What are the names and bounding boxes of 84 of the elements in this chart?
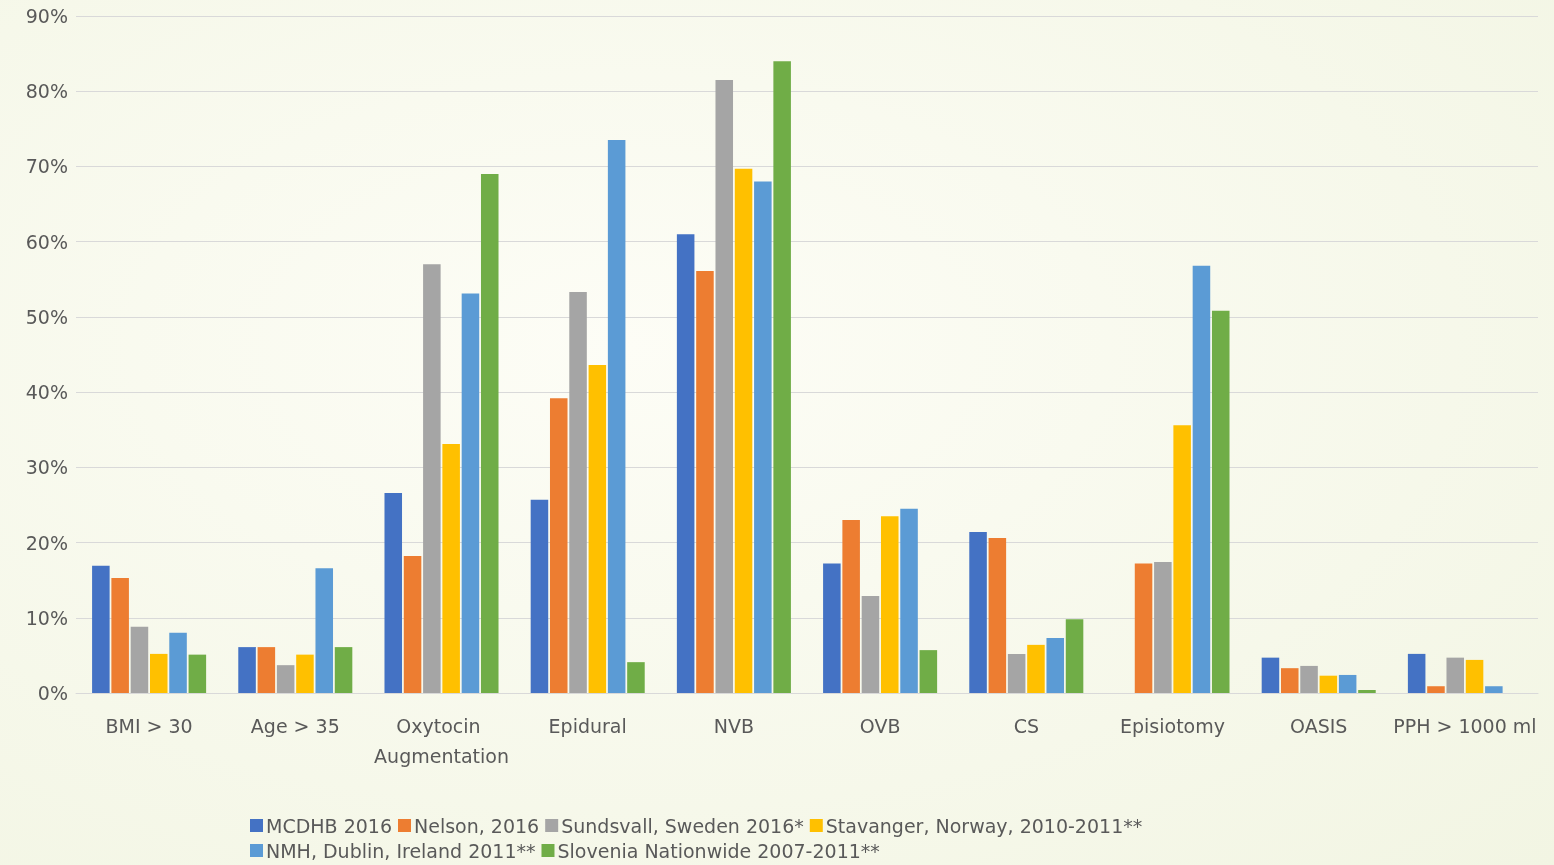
y-tick-label: 30% (25, 456, 68, 479)
bar (754, 181, 772, 693)
bar (461, 293, 480, 693)
bar (1007, 653, 1026, 693)
legend-label: Stavanger, Norway, 2010-2011** (825, 814, 1143, 837)
bar (773, 61, 791, 693)
x-tick-label: Episiotomy (1120, 715, 1225, 737)
bar (1338, 674, 1357, 693)
bar (919, 650, 938, 693)
legend-label: Sundsvall, Sweden 2016* (561, 814, 804, 837)
x-tick-label: CS (1013, 715, 1039, 737)
bar (296, 654, 314, 693)
bar (423, 264, 441, 693)
bar (149, 653, 168, 693)
bar (549, 398, 568, 693)
bar (442, 444, 460, 693)
y-tick-label: 60% (25, 230, 68, 253)
bar (276, 665, 295, 693)
x-tick-label: NVB (713, 715, 755, 737)
bar (861, 595, 880, 693)
bar (1134, 563, 1153, 693)
x-tick-label: Age > 35 (250, 715, 340, 737)
bar (480, 173, 499, 693)
bar (1358, 689, 1376, 693)
x-tick-label: PPH > 1000 ml (1393, 715, 1537, 737)
bar (1154, 562, 1172, 693)
bar (530, 499, 549, 693)
y-tick-label: 50% (25, 305, 68, 328)
bar (188, 654, 207, 693)
bar (900, 508, 918, 693)
bar (1046, 638, 1065, 693)
bar (1407, 653, 1426, 693)
bar (238, 647, 256, 693)
bar (988, 538, 1007, 693)
legend-label: Nelson, 2016 (414, 814, 540, 837)
bar (1280, 668, 1299, 693)
y-tick-label: 90% (25, 5, 68, 27)
bar (715, 79, 734, 693)
bar (627, 662, 645, 693)
bar (607, 140, 626, 693)
bar (1465, 659, 1484, 693)
bar (1173, 425, 1191, 693)
legend-label: Slovenia Nationwide 2007-2011** (557, 839, 880, 862)
bar (1319, 675, 1338, 693)
y-tick-label: 0% (37, 682, 68, 704)
bar (969, 532, 987, 693)
bar (384, 492, 403, 693)
bar (588, 365, 607, 693)
bar (257, 647, 276, 693)
x-tick-label: BMI > 30 (105, 715, 193, 737)
bar (676, 234, 695, 693)
bar (842, 519, 860, 693)
bar (403, 556, 422, 693)
bar (130, 626, 149, 693)
y-tick-label: 80% (25, 80, 68, 103)
y-tick-label: 20% (25, 531, 68, 554)
y-tick-label: 40% (25, 381, 68, 404)
x-tick-label: Oxytocin Augmentation (374, 715, 509, 767)
bar (696, 271, 714, 693)
bar (1300, 665, 1318, 693)
bar (169, 632, 187, 693)
y-tick-label: 10% (25, 606, 68, 629)
bar (315, 568, 334, 693)
x-tick-label: Epidural (548, 715, 627, 737)
bar (334, 647, 353, 693)
bar (880, 516, 899, 693)
bar (1485, 686, 1503, 693)
bar (1027, 644, 1045, 693)
bar (734, 168, 753, 693)
bar (1192, 265, 1211, 693)
legend-label: MCDHB 2016 (266, 814, 393, 837)
y-tick-label: 70% (25, 155, 68, 178)
bar (1427, 686, 1445, 693)
legend-label: NMH, Dublin, Ireland 2011** (266, 839, 536, 862)
bar (1211, 310, 1230, 693)
bar (1261, 657, 1280, 693)
bar (823, 563, 841, 693)
x-tick-label: OVB (859, 715, 901, 737)
x-tick-label: OASIS (1290, 715, 1348, 737)
bar (1065, 619, 1084, 693)
bar (569, 292, 587, 693)
bar (1446, 657, 1465, 693)
bar (111, 577, 129, 693)
bar (92, 565, 110, 693)
